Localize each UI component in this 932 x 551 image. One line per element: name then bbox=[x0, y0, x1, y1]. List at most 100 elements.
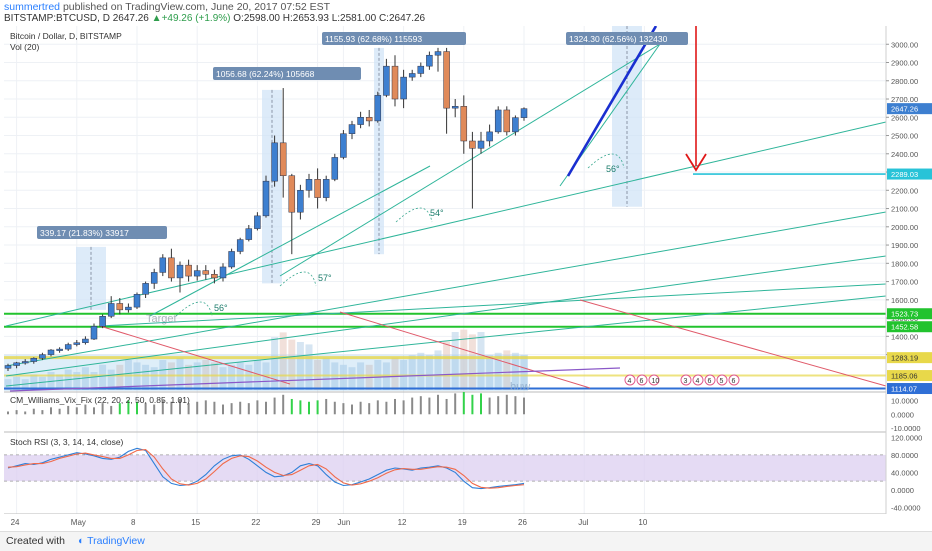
candle-up bbox=[477, 140, 485, 149]
candle-down bbox=[168, 257, 175, 279]
buw-annotation: buw bbox=[510, 381, 530, 393]
vix-bar bbox=[411, 397, 414, 415]
volume-bar bbox=[150, 367, 158, 390]
volume-bar bbox=[305, 344, 313, 390]
support-line bbox=[9, 367, 621, 392]
candle-up bbox=[254, 215, 261, 229]
candle-up bbox=[47, 349, 55, 355]
vix-fix-pane: 10.0000 0.0000 -10.0000 bbox=[7, 392, 921, 433]
price-tick-label: 1900.00 bbox=[891, 241, 918, 250]
resistance-line bbox=[99, 325, 291, 385]
vix-bar bbox=[222, 404, 224, 415]
vix-bar-signal bbox=[480, 393, 482, 415]
vix-bar bbox=[110, 405, 113, 415]
vix-bar bbox=[368, 403, 371, 415]
chart-area[interactable]: 56° 57° 54° 56° 339.17 (21.83%) 33917 1056.68… bbox=[0, 26, 932, 531]
price-tick-label: 2600.00 bbox=[891, 113, 918, 122]
candle-up bbox=[176, 264, 184, 279]
vix-bar bbox=[419, 396, 422, 415]
last-price: 2647.26 bbox=[112, 13, 149, 24]
measure-box bbox=[374, 47, 384, 255]
price-tick-label: 1800.00 bbox=[891, 259, 918, 268]
stoch-tick-label: -40.0000 bbox=[891, 503, 921, 512]
angle-label: 57° bbox=[318, 273, 332, 283]
candle-up bbox=[357, 117, 364, 125]
price-label: 1185.06 bbox=[891, 372, 918, 381]
stoch-tick-label: 120.0000 bbox=[891, 433, 922, 442]
vix-bar-signal bbox=[136, 401, 138, 415]
price-label-bg bbox=[887, 383, 932, 395]
candle-down bbox=[314, 179, 321, 198]
candle-up bbox=[322, 179, 330, 198]
angle-label: 56° bbox=[606, 164, 620, 174]
vix-bar bbox=[144, 403, 147, 415]
volume-marker-icon bbox=[636, 374, 648, 386]
stoch-line bbox=[7, 449, 525, 489]
red-arrow-icon bbox=[685, 153, 707, 172]
candle-up bbox=[426, 54, 433, 67]
volume-marker-icon bbox=[648, 374, 660, 386]
price-axis: 1300.001400.001500.001600.001700.001800.… bbox=[885, 26, 932, 514]
author-link[interactable]: summertred bbox=[4, 1, 61, 13]
candle-up bbox=[133, 294, 141, 308]
volume-bar bbox=[339, 364, 347, 390]
volume-bar bbox=[107, 369, 115, 390]
candle-up bbox=[408, 73, 416, 78]
symbol-name: BITSTAMP:BTCUSD, D bbox=[4, 13, 110, 24]
footer: Created with ◐ TradingView bbox=[0, 531, 932, 551]
volume-label: Vol (20) bbox=[10, 42, 39, 52]
price-label-bg bbox=[887, 308, 932, 320]
candle-up bbox=[193, 270, 201, 277]
candle-up bbox=[236, 239, 244, 252]
volume-bar bbox=[13, 376, 21, 390]
brand-name: TradingView bbox=[87, 535, 145, 547]
volume-bar bbox=[176, 357, 184, 390]
volume-marker-label: 5 bbox=[720, 378, 724, 385]
volume-bar bbox=[271, 337, 279, 390]
volume-bar bbox=[38, 376, 46, 390]
vix-bar bbox=[213, 401, 216, 415]
vix-bar bbox=[437, 394, 439, 415]
drawings-front: 56° 57° 54° 56° 339.17 (21.83%) 33917 1056.68… bbox=[37, 26, 740, 393]
volume-bar bbox=[477, 332, 485, 390]
candle-down bbox=[443, 51, 450, 109]
vix-bar bbox=[342, 403, 345, 415]
publish-header: summertred published on TradingView.com,… bbox=[0, 0, 932, 26]
vix-bar bbox=[351, 404, 353, 415]
vix-bar bbox=[514, 396, 517, 415]
volume-bar bbox=[503, 350, 511, 390]
vix-bar bbox=[15, 410, 18, 415]
volume-bar bbox=[56, 374, 64, 390]
price-tick-label: 3000.00 bbox=[891, 40, 918, 49]
trend-line bbox=[5, 121, 887, 327]
volume-bar bbox=[425, 355, 433, 390]
trend-line bbox=[5, 255, 887, 377]
trend-line bbox=[99, 283, 887, 327]
candle-up bbox=[331, 157, 339, 180]
candle-up bbox=[494, 109, 502, 133]
ohlc-values: O:2598.00 H:2653.93 L:2581.00 C:2647.26 bbox=[233, 13, 426, 24]
vix-bar bbox=[376, 400, 379, 415]
measure-label: 1324.30 (62.56%) 132430 bbox=[569, 34, 668, 44]
vix-bar bbox=[75, 407, 78, 415]
publish-info: published on TradingView.com, June 20, 2… bbox=[62, 1, 331, 13]
candle-up bbox=[486, 131, 493, 142]
volume-marker-icon bbox=[704, 374, 716, 386]
volume-bar bbox=[116, 364, 124, 390]
volume-marker-label: 4 bbox=[696, 378, 700, 385]
vix-bar-signal bbox=[290, 398, 293, 415]
candle-up bbox=[512, 117, 519, 133]
measure-label-bg bbox=[322, 32, 466, 45]
volume-bar bbox=[99, 364, 107, 390]
candle-down bbox=[185, 264, 192, 277]
candle-up bbox=[271, 142, 278, 182]
trend-line bbox=[5, 295, 887, 387]
created-with: Created with bbox=[6, 535, 65, 547]
volume-bar bbox=[520, 355, 528, 390]
trend-line bbox=[279, 43, 661, 277]
vix-bar-signal bbox=[118, 403, 121, 415]
candles bbox=[4, 47, 528, 372]
vix-bar bbox=[523, 397, 525, 415]
candle-up bbox=[451, 106, 459, 109]
price-label: 2647.26 bbox=[891, 105, 918, 114]
